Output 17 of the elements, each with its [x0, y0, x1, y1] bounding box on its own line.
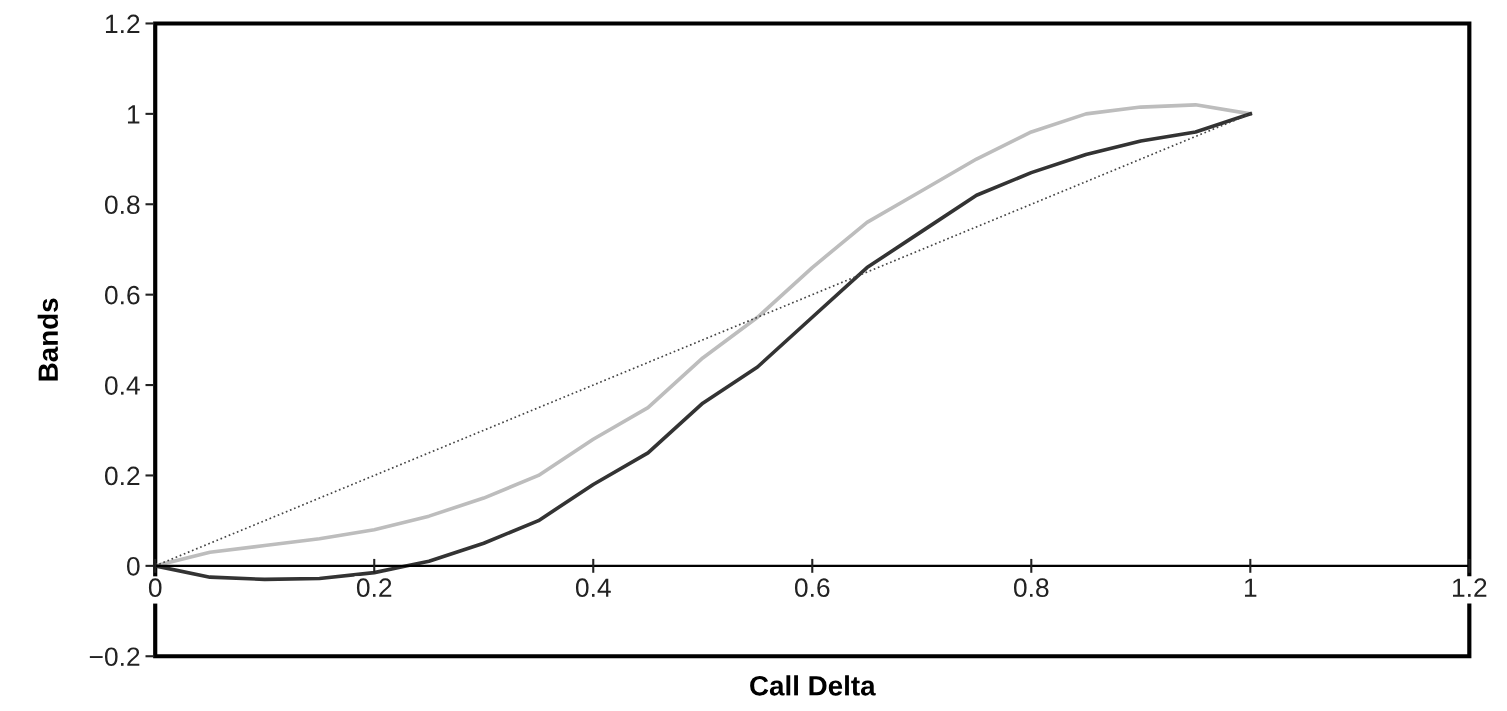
- y-tick-label: 0.8: [104, 195, 140, 215]
- x-tick-label: 0.8: [1013, 578, 1049, 598]
- x-tick-label: 0: [148, 578, 162, 598]
- x-tick-label: 1.2: [1453, 578, 1487, 597]
- y-tick-label: 0.6: [104, 285, 140, 305]
- x-tick-label: 0.2: [356, 578, 392, 598]
- x-tick-label: 0.4: [575, 578, 611, 598]
- y-tick-label: 0: [126, 556, 140, 576]
- y-tick-label: 1: [127, 105, 140, 124]
- x-tick-label: 0.6: [794, 578, 830, 598]
- x-axis-title: Call Delta: [750, 675, 876, 696]
- y-tick-label: 0.4: [104, 376, 140, 395]
- y-axis-title: Bands: [37, 298, 59, 381]
- y-tick-label: −0.2: [89, 647, 140, 667]
- y-tick-label: 1.2: [105, 14, 140, 34]
- y-tick-label: 0.2: [104, 466, 140, 486]
- x-tick-label: 1: [1244, 578, 1257, 597]
